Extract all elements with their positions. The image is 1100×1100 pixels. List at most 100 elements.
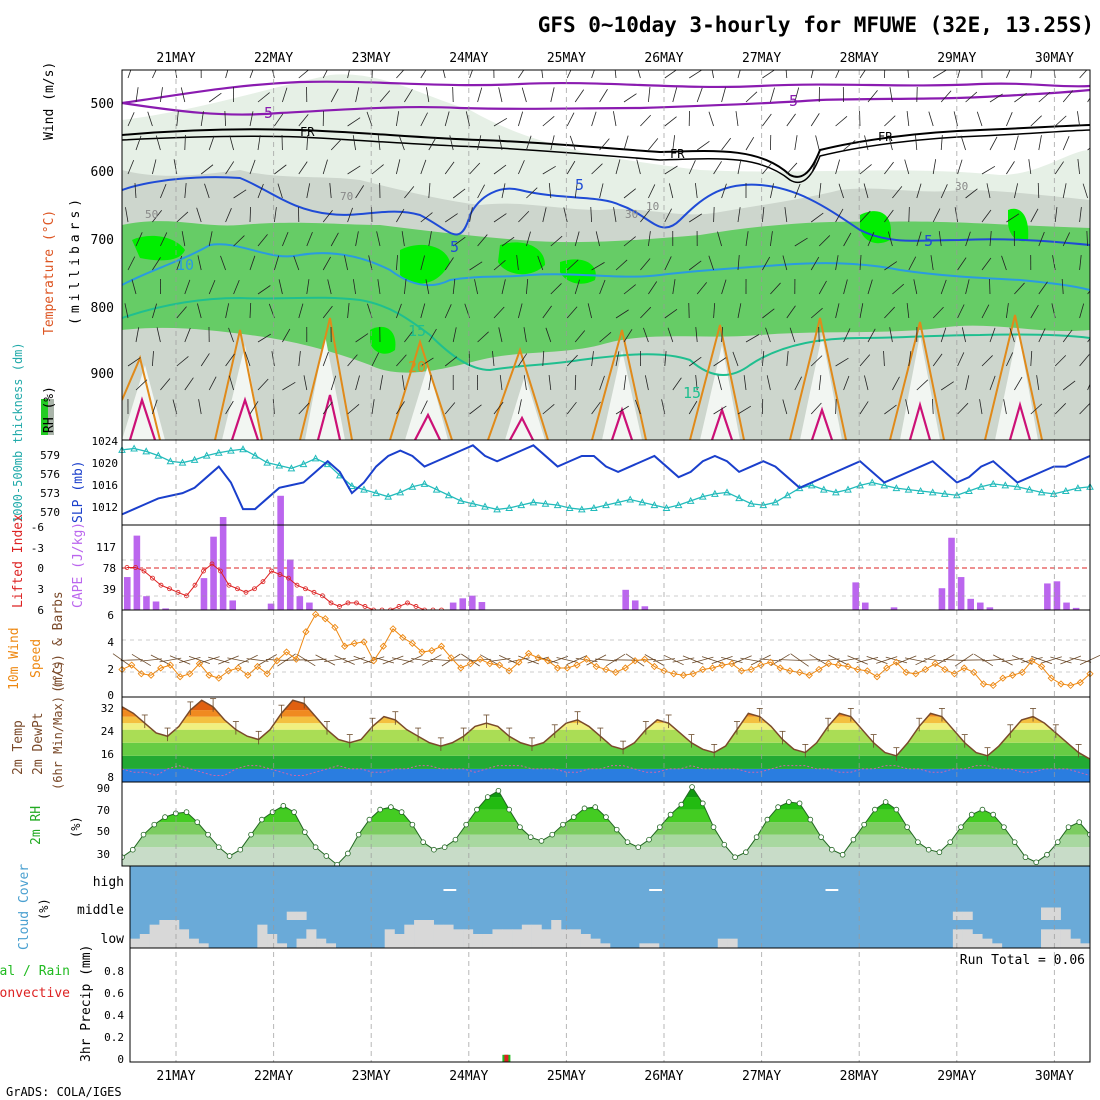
wind-barb [916,379,929,391]
wind-barb [668,183,674,199]
wind-barb [160,183,167,199]
wind-barb [366,111,373,127]
wind-barb [721,137,732,151]
wind-barb [322,305,333,319]
wind-marker [583,655,591,663]
wind-barb [347,117,361,127]
wind-barb [197,303,202,319]
thickness-marker [1037,488,1046,496]
wind-barb [835,159,840,175]
wind-barb [257,183,264,199]
wind-barb [770,231,773,247]
cloud-low-bar [276,943,288,948]
cloud-high-bar [825,889,839,891]
wind-barb [501,279,506,295]
wind-barb [892,186,903,199]
wind-barb [688,160,696,175]
wind-barb [444,161,455,175]
wind-barb [322,210,333,223]
wind-barb [184,327,191,343]
wind-barb [469,70,473,79]
rh-marker [656,824,663,830]
wind-barb [352,279,356,295]
wind-barb [960,135,966,151]
wind-barb [444,257,454,271]
cape-bar [296,596,304,610]
wind-barb [444,304,452,319]
rh-marker [581,805,588,812]
rh-marker [786,799,792,805]
cloud-unit: (%) [37,898,51,920]
wind-marker [128,661,136,669]
rh-marker [861,821,867,828]
wind-barb [274,164,287,175]
slp-tick-1016: 1016 [92,479,119,492]
wind-barb [306,231,313,247]
wind-barb [859,210,871,223]
bottom-date-23MAY: 23MAY [352,1069,391,1084]
wind-barb [623,188,636,199]
wind-barb [131,279,137,295]
wind-barb [989,93,1003,103]
wind-barb [249,70,254,79]
wind-barb [932,306,944,319]
wind-barb [282,328,291,343]
cloud-low-bar [159,920,170,948]
wind-barb [905,399,910,415]
wind-barb [220,255,226,271]
cloud-low-bar [492,929,503,948]
wind-barb [623,375,627,391]
wind-barb [225,161,235,175]
rh-bright-blob-4 [560,259,596,284]
cape-bar [277,495,284,610]
surface-wind-barb [682,655,704,665]
wind-barb [160,378,171,391]
wind-barb [867,279,873,295]
wind-barb [745,91,758,103]
wind-barb [615,405,629,415]
wind-barb [420,70,427,79]
wind-barb [566,354,578,367]
upper-tick-500: 500 [91,97,114,112]
wind-barb [1052,255,1056,271]
wind-barb [184,183,187,199]
rh-marker [355,831,362,838]
wind-marker [311,610,320,618]
rh-marker [710,824,717,830]
wind-barb [574,183,578,199]
lifted-marker [133,565,138,570]
precip-tick-06: 0.6 [104,987,124,1000]
wind-barb [1062,380,1076,391]
cape-bar [622,589,629,610]
wind-barb [599,138,610,151]
wind-barb [940,135,943,151]
cloud-low-bar [727,938,738,948]
bottom-date-30MAY: 30MAY [1035,1069,1074,1084]
wind-barb [155,135,161,151]
wind-barb [208,92,222,103]
wind-barb [465,111,470,127]
wind-barb [864,135,869,151]
wind-barb [574,279,580,295]
wind-barb [493,401,504,415]
wind-marker [408,639,417,647]
rh-marker [549,831,556,838]
wind-barb [274,255,280,271]
wind-barb [815,135,820,151]
cape-bar [976,602,984,610]
wind-barb [1062,183,1067,199]
wind-tick-4: 4 [107,636,114,649]
wind-barb [1014,92,1027,103]
wind-barb [696,282,707,295]
wind-barb [989,278,991,295]
wind-barb [916,231,922,247]
surface-wind-barb [876,656,898,664]
rh-label: 2m RH [29,806,44,845]
wind-barb [957,402,969,415]
rh2m-markers [122,784,1090,866]
wind-barb [867,90,878,103]
wind-barb [889,327,893,343]
thickness-marker [130,444,138,452]
surface-wind-barb [973,653,994,667]
wind-barb [469,404,482,415]
